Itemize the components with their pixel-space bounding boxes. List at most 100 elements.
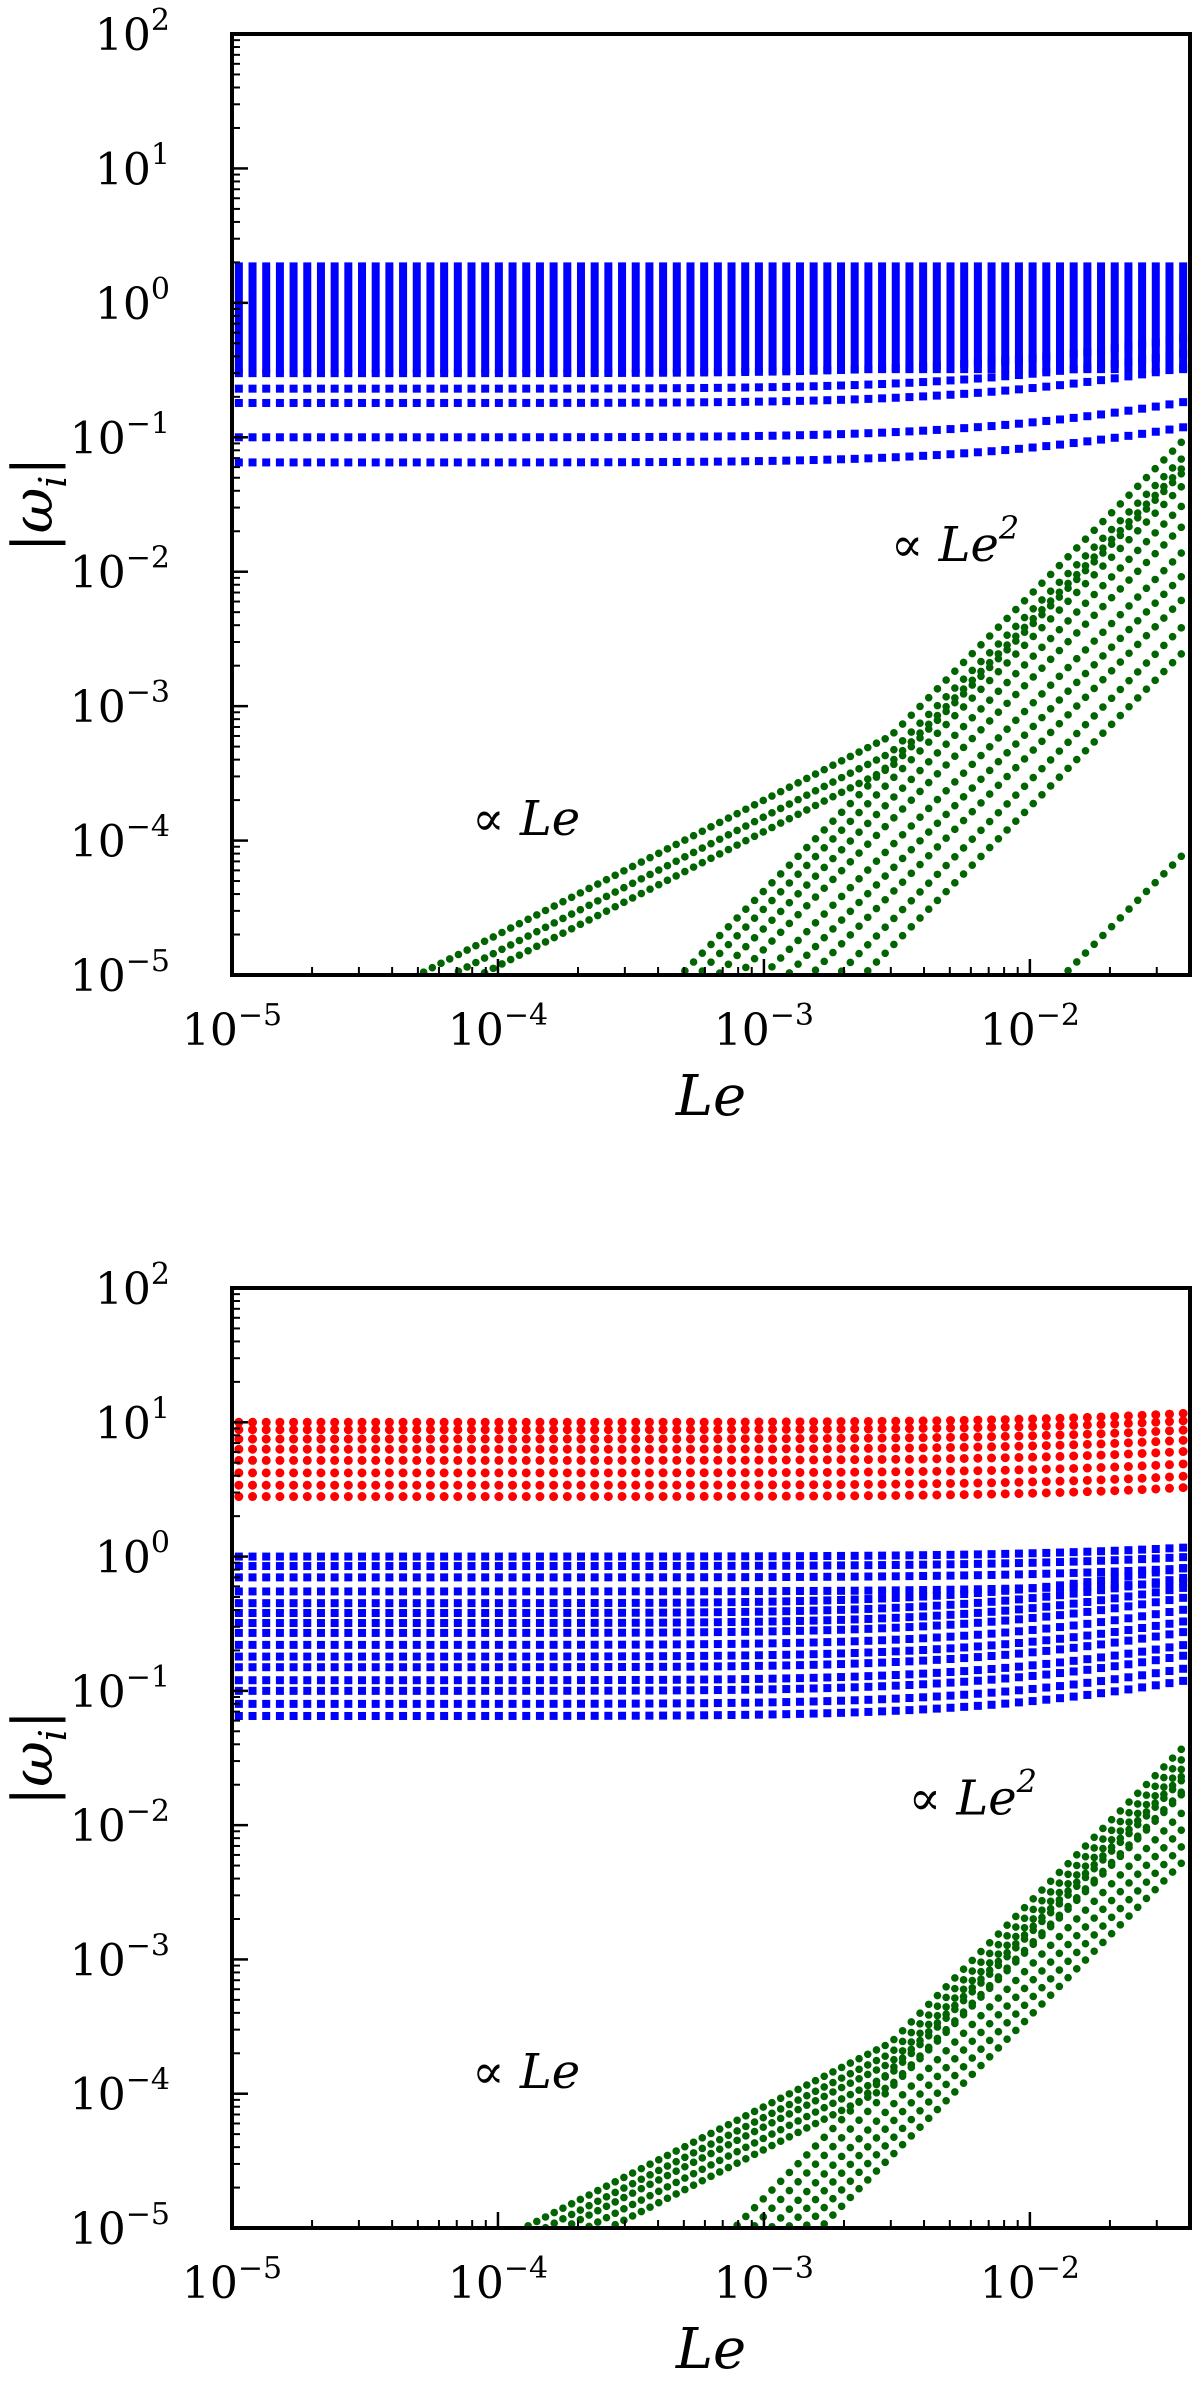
data-point <box>846 2079 855 2088</box>
data-point <box>330 1425 340 1435</box>
data-point <box>1168 581 1177 590</box>
data-point <box>1012 716 1020 725</box>
data-point <box>1000 1489 1010 1499</box>
data-point <box>727 1417 737 1427</box>
data-point <box>850 381 859 390</box>
data-point <box>837 1561 846 1570</box>
data-point <box>881 735 889 743</box>
data-point <box>1042 1612 1051 1621</box>
data-point <box>467 398 476 407</box>
data-point <box>987 1641 996 1650</box>
data-point <box>689 2158 698 2167</box>
data-point <box>724 2120 733 2129</box>
data-point <box>973 1453 983 1463</box>
data-point <box>535 1492 545 1502</box>
data-point <box>863 743 872 752</box>
data-point <box>316 398 325 407</box>
data-point <box>1029 1992 1038 2001</box>
data-point <box>535 1608 544 1617</box>
data-point <box>823 1638 832 1647</box>
data-point <box>809 1552 818 1561</box>
data-point <box>811 2108 820 2116</box>
data-point <box>811 787 820 795</box>
data-point <box>467 1686 476 1695</box>
data-point <box>795 1424 805 1434</box>
data-point <box>1055 1583 1064 1592</box>
data-point <box>713 1455 723 1465</box>
data-point <box>932 1668 941 1677</box>
data-point <box>316 1492 326 1502</box>
data-point <box>535 1480 545 1490</box>
data-point <box>1020 596 1029 605</box>
data-point <box>439 1425 449 1435</box>
data-point <box>951 684 959 692</box>
data-point <box>289 1686 298 1695</box>
data-point <box>987 387 996 396</box>
data-point <box>549 1676 558 1685</box>
data-point <box>837 2095 846 2103</box>
data-point <box>1003 826 1011 834</box>
data-point <box>707 2172 715 2181</box>
data-point <box>494 1425 504 1435</box>
data-point <box>1099 602 1107 611</box>
data-point <box>303 433 312 442</box>
data-point <box>1178 1447 1188 1457</box>
data-point <box>933 896 942 905</box>
data-point <box>426 1628 435 1637</box>
data-point <box>795 367 804 376</box>
data-point <box>1072 729 1081 738</box>
data-point <box>951 2071 959 2080</box>
data-point <box>715 835 724 844</box>
data-point <box>946 1610 955 1619</box>
data-point <box>467 1434 476 1444</box>
data-points <box>234 262 1188 975</box>
data-point <box>618 384 627 393</box>
data-point <box>863 1424 873 1434</box>
data-point <box>1168 491 1177 500</box>
data-point <box>672 457 681 466</box>
data-point <box>836 1417 846 1427</box>
data-point <box>439 1417 449 1427</box>
data-point <box>481 1562 490 1571</box>
data-point <box>837 826 846 834</box>
data-point <box>262 1640 271 1649</box>
data-point <box>1014 1414 1024 1424</box>
data-point <box>759 2113 768 2122</box>
data-point <box>916 2123 924 2131</box>
data-point <box>785 898 794 907</box>
data-point <box>973 1432 983 1442</box>
data-point <box>1055 1413 1065 1423</box>
data-point <box>1138 1555 1147 1564</box>
data-point <box>1165 1553 1174 1562</box>
data-point <box>1125 1808 1133 1817</box>
data-point <box>959 2029 968 2038</box>
data-point <box>1142 608 1151 616</box>
data-point <box>467 1417 476 1427</box>
data-point <box>1090 611 1098 620</box>
data-point <box>1000 1422 1010 1432</box>
data-point <box>590 1434 600 1444</box>
data-point <box>1133 482 1142 491</box>
data-point <box>289 1573 298 1582</box>
data-point <box>1046 1897 1055 1906</box>
data-point <box>645 1598 654 1607</box>
data-point <box>1151 1545 1160 1554</box>
band-mark <box>1110 262 1119 374</box>
data-point <box>1001 1616 1010 1625</box>
data-point <box>1055 1932 1064 1941</box>
data-point <box>872 791 881 799</box>
data-point <box>1055 1658 1064 1667</box>
data-point <box>1055 1430 1065 1440</box>
data-point <box>741 1607 750 1616</box>
data-point <box>782 1627 791 1636</box>
data-point <box>275 1609 284 1618</box>
data-point <box>1069 413 1078 422</box>
data-point <box>811 770 820 778</box>
data-point <box>1099 534 1107 543</box>
data-point <box>1124 1626 1133 1635</box>
data-point <box>1072 570 1081 579</box>
data-point <box>1168 532 1177 540</box>
data-point <box>590 1468 600 1478</box>
data-point <box>681 853 689 861</box>
data-point <box>932 1679 941 1688</box>
